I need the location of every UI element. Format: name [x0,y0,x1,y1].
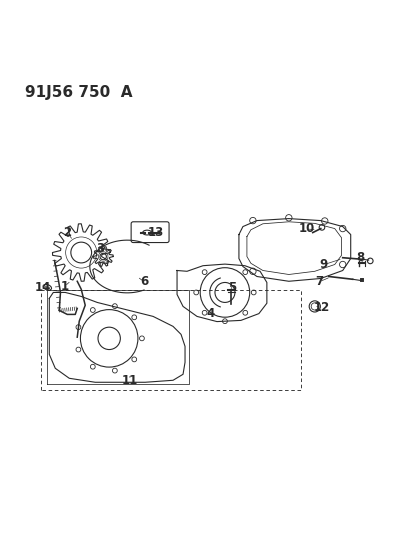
Text: 4: 4 [207,307,215,320]
Text: 14: 14 [34,281,51,294]
Text: 9: 9 [318,259,326,271]
Text: 13: 13 [148,226,164,239]
Text: 10: 10 [298,222,314,236]
Text: 3: 3 [96,242,104,255]
Text: 91J56 750  A: 91J56 750 A [25,85,132,100]
Text: 8: 8 [355,251,363,264]
Text: 1: 1 [60,280,68,293]
Text: 6: 6 [140,275,148,288]
Text: 12: 12 [313,301,329,314]
Text: 11: 11 [122,374,138,387]
Text: 5: 5 [227,281,235,294]
Text: 2: 2 [63,226,71,239]
Text: 7: 7 [315,275,323,288]
